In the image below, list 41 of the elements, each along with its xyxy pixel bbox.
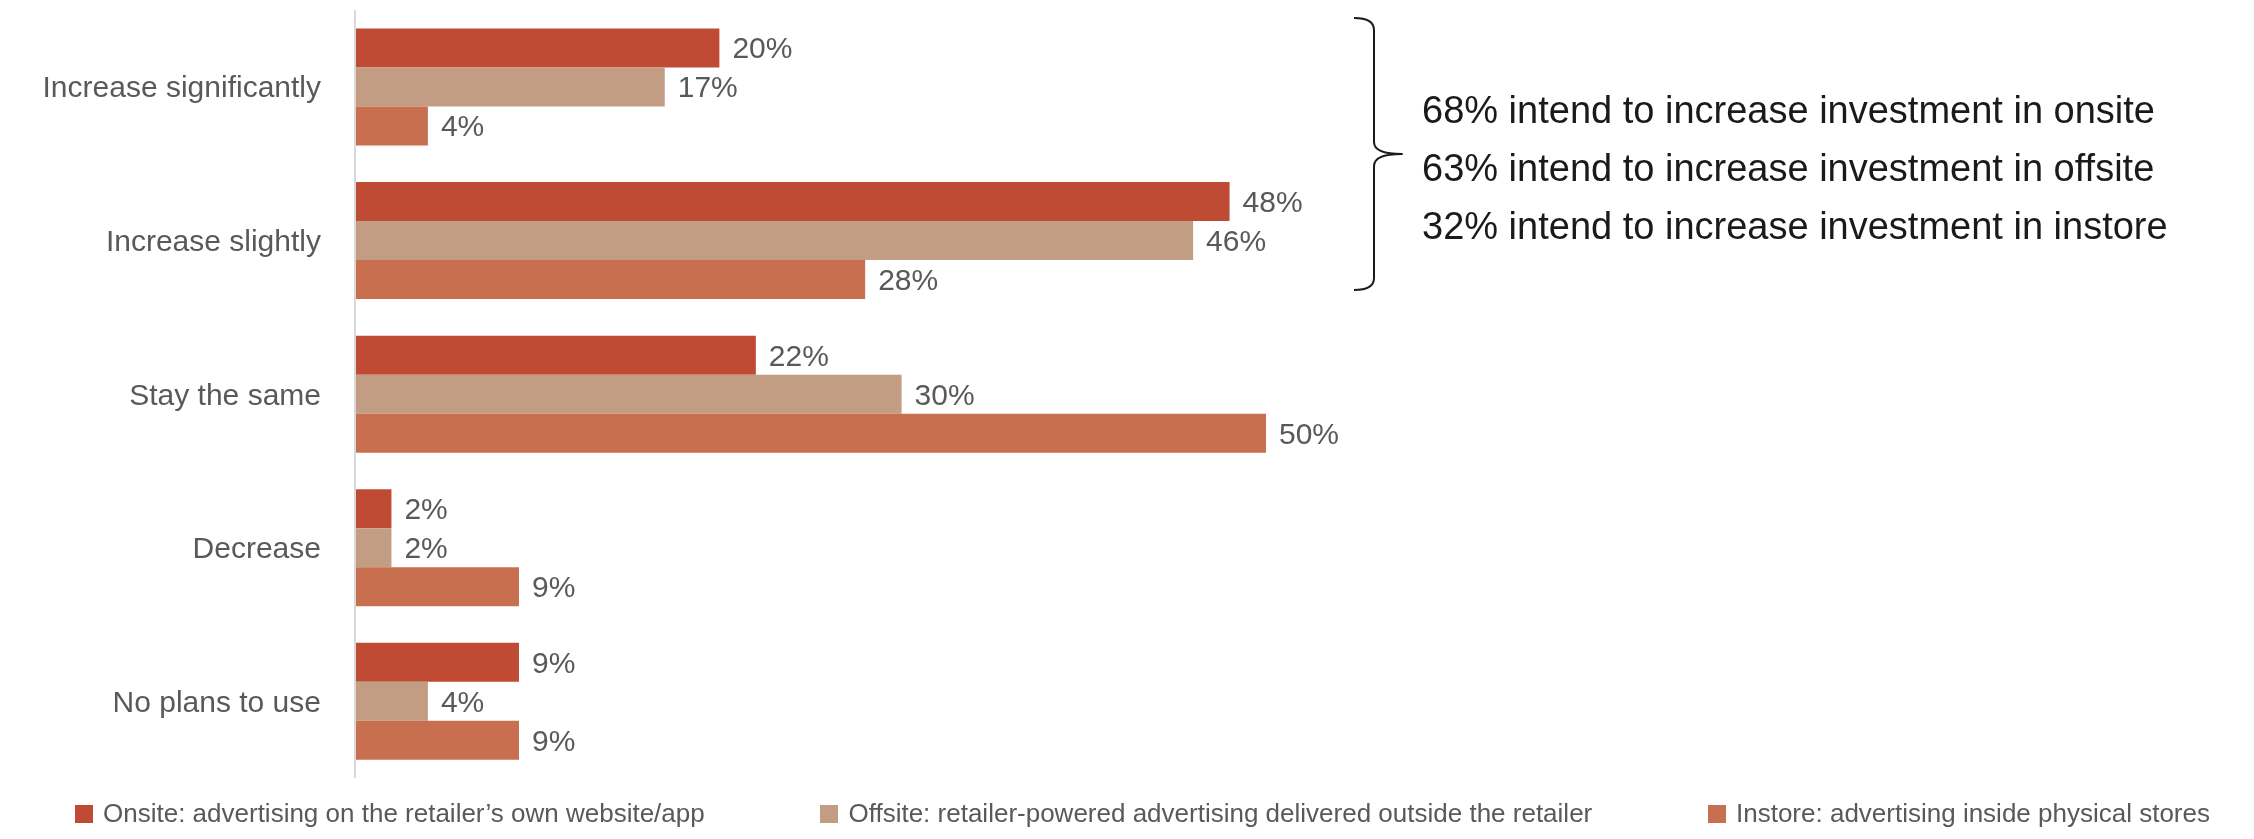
bar	[355, 182, 1230, 222]
data-label: 2%	[404, 492, 448, 526]
legend-label: Offsite: retailer-powered advertising delivered outside the retailer	[848, 798, 1593, 829]
bar	[355, 221, 1194, 261]
data-label: 4%	[440, 109, 485, 143]
data-label: 28%	[878, 263, 939, 297]
bar	[355, 489, 392, 529]
data-label: 30%	[914, 377, 975, 411]
data-label: 22%	[768, 338, 829, 372]
bar	[355, 260, 866, 300]
data-label: 48%	[1242, 185, 1303, 219]
data-label: 20%	[732, 31, 793, 65]
data-label: 17%	[677, 70, 738, 104]
bar	[355, 528, 392, 568]
y-tick-label: Increase significantly	[42, 70, 321, 104]
y-tick-label: Decrease	[192, 531, 321, 565]
legend-label: Instore: advertising inside physical stores	[1735, 798, 2210, 829]
y-tick-label: No plans to use	[112, 684, 321, 718]
bar	[355, 720, 519, 760]
text: 63% intend to increase investment in offsite	[1422, 146, 2156, 191]
data-label: 9%	[531, 570, 576, 604]
data-label: 9%	[531, 723, 576, 757]
bar	[355, 106, 428, 146]
bar	[355, 335, 756, 375]
bar	[355, 28, 720, 68]
bar	[355, 374, 902, 414]
data-label: 4%	[440, 684, 485, 718]
bar	[355, 413, 1266, 453]
data-label: 46%	[1206, 224, 1267, 258]
text: 32% intend to increase investment in instore	[1422, 204, 2168, 249]
text: 68% intend to increase investment in onsite	[1422, 88, 2156, 133]
bar	[355, 642, 519, 682]
bar	[355, 567, 519, 607]
bar	[355, 67, 665, 107]
data-label: 2%	[404, 531, 448, 565]
y-tick-label: Increase slightly	[105, 224, 321, 258]
legend-label: Onsite: advertising on the retailer’s own website/app	[103, 798, 705, 829]
data-label: 9%	[531, 645, 576, 679]
data-label: 50%	[1279, 416, 1340, 450]
y-tick-label: Stay the same	[129, 377, 321, 411]
bar	[355, 681, 428, 721]
